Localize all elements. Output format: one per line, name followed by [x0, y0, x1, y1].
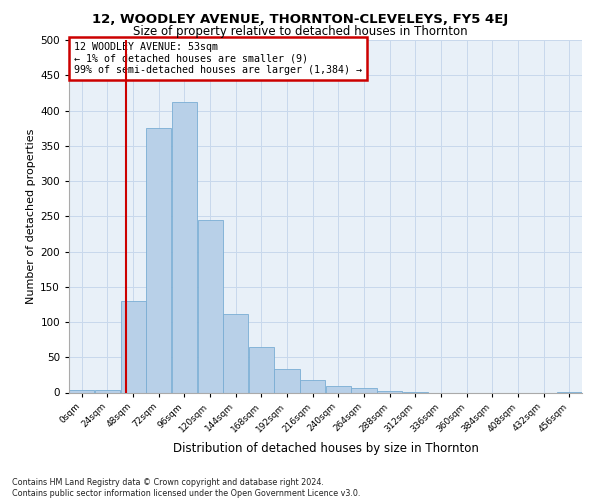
Text: Size of property relative to detached houses in Thornton: Size of property relative to detached ho… — [133, 25, 467, 38]
Bar — [172, 102, 197, 393]
Text: 12 WOODLEY AVENUE: 53sqm
← 1% of detached houses are smaller (9)
99% of semi-det: 12 WOODLEY AVENUE: 53sqm ← 1% of detache… — [74, 42, 362, 75]
Bar — [121, 301, 146, 392]
Y-axis label: Number of detached properties: Number of detached properties — [26, 128, 36, 304]
Text: Contains HM Land Registry data © Crown copyright and database right 2024.
Contai: Contains HM Land Registry data © Crown c… — [12, 478, 361, 498]
Bar — [300, 380, 325, 392]
Bar — [95, 390, 120, 392]
Bar — [223, 314, 248, 392]
Bar — [352, 388, 377, 392]
Bar — [377, 391, 402, 392]
X-axis label: Distribution of detached houses by size in Thornton: Distribution of detached houses by size … — [173, 442, 478, 455]
Bar — [69, 390, 94, 392]
Text: 12, WOODLEY AVENUE, THORNTON-CLEVELEYS, FY5 4EJ: 12, WOODLEY AVENUE, THORNTON-CLEVELEYS, … — [92, 12, 508, 26]
Bar — [249, 348, 274, 393]
Bar — [197, 220, 223, 392]
Bar — [326, 386, 351, 392]
Bar — [146, 128, 172, 392]
Bar — [274, 369, 299, 392]
